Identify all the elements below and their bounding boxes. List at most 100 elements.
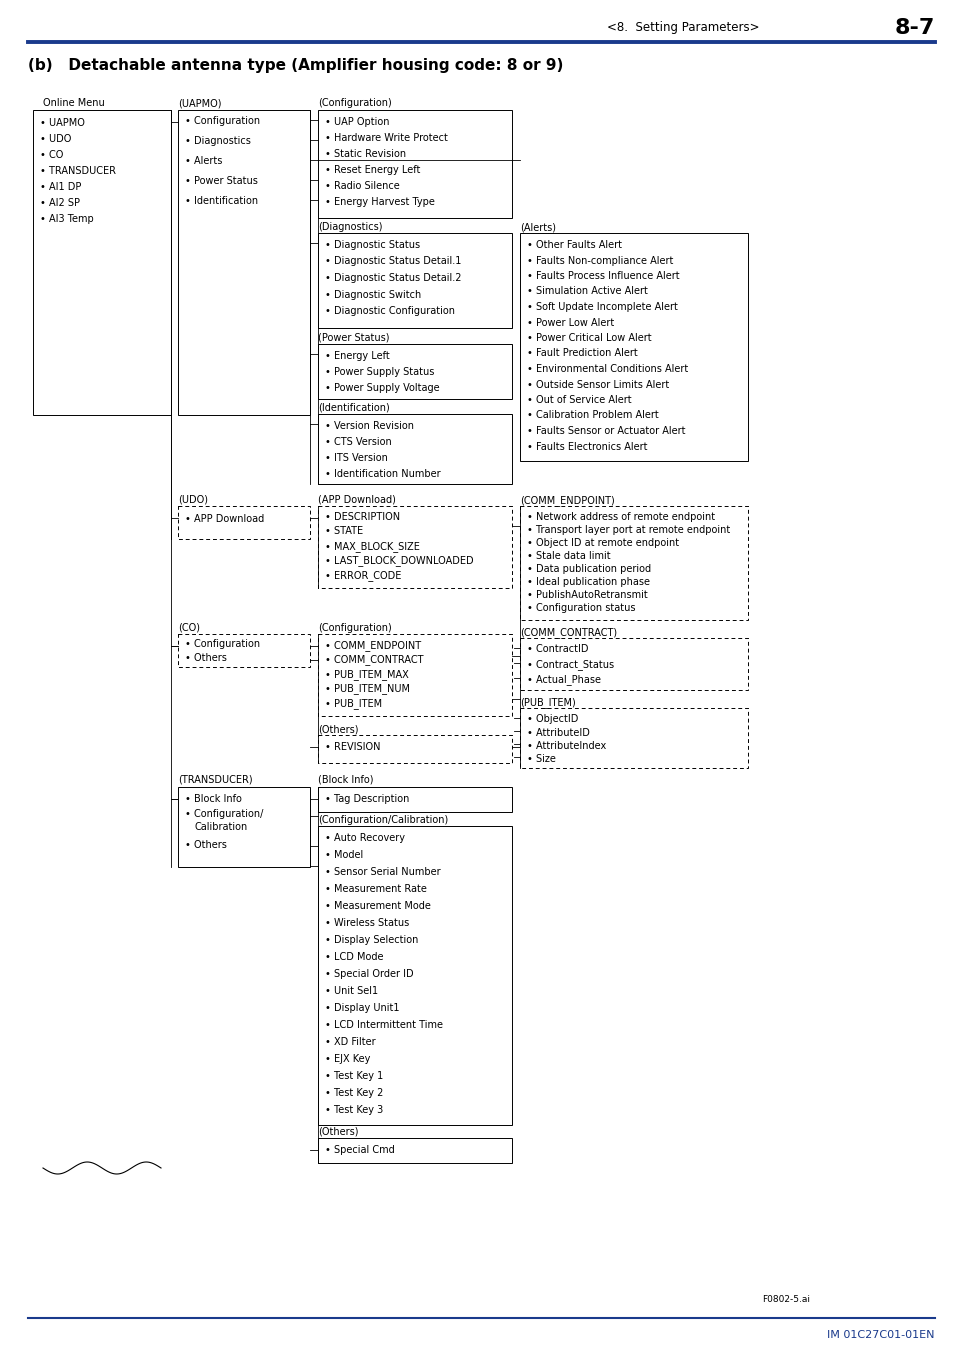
Text: • Environmental Conditions Alert: • Environmental Conditions Alert xyxy=(526,364,687,374)
Text: • Out of Service Alert: • Out of Service Alert xyxy=(526,396,631,405)
Bar xyxy=(317,734,512,763)
Text: (CO): (CO) xyxy=(178,622,200,633)
Text: • Others: • Others xyxy=(185,840,227,850)
Text: (Diagnostics): (Diagnostics) xyxy=(317,221,382,232)
Text: (Configuration/Calibration): (Configuration/Calibration) xyxy=(317,815,448,825)
Text: • Configuration/: • Configuration/ xyxy=(185,809,263,819)
Text: • REVISION: • REVISION xyxy=(325,743,380,752)
Bar xyxy=(178,506,310,539)
Text: (Others): (Others) xyxy=(317,724,358,734)
Text: • Outside Sensor Limits Alert: • Outside Sensor Limits Alert xyxy=(526,379,669,390)
Text: (TRANSDUCER): (TRANSDUCER) xyxy=(178,775,253,784)
Text: (Configuration): (Configuration) xyxy=(317,622,392,633)
Text: • Display Unit1: • Display Unit1 xyxy=(325,1003,399,1012)
Text: • Simulation Active Alert: • Simulation Active Alert xyxy=(526,286,647,297)
Text: • UAPMO: • UAPMO xyxy=(40,117,85,128)
Text: • Version Revision: • Version Revision xyxy=(325,421,414,431)
Bar xyxy=(33,109,171,414)
Text: • Fault Prediction Alert: • Fault Prediction Alert xyxy=(526,348,638,359)
Text: • Tag Description: • Tag Description xyxy=(325,794,409,805)
Text: (UAPMO): (UAPMO) xyxy=(178,99,221,108)
Text: • Unit Sel1: • Unit Sel1 xyxy=(325,986,377,996)
Text: • Radio Silence: • Radio Silence xyxy=(325,181,399,190)
Text: F0802-5.ai: F0802-5.ai xyxy=(761,1295,809,1304)
Text: • Hardware Write Protect: • Hardware Write Protect xyxy=(325,134,447,143)
Text: • LCD Intermittent Time: • LCD Intermittent Time xyxy=(325,1021,442,1030)
Text: (COMM_ENDPOINT): (COMM_ENDPOINT) xyxy=(519,495,614,506)
Text: • PUB_ITEM_MAX: • PUB_ITEM_MAX xyxy=(325,670,408,680)
Text: • Size: • Size xyxy=(526,755,556,764)
Text: (UDO): (UDO) xyxy=(178,495,208,505)
Text: • Display Selection: • Display Selection xyxy=(325,936,418,945)
Text: • AttributeID: • AttributeID xyxy=(526,728,589,737)
Text: Online Menu: Online Menu xyxy=(43,99,105,108)
Text: • STATE: • STATE xyxy=(325,526,363,536)
Text: • UAP Option: • UAP Option xyxy=(325,117,389,127)
Bar xyxy=(178,109,310,414)
Text: 8-7: 8-7 xyxy=(894,18,934,38)
Text: • ObjectID: • ObjectID xyxy=(526,714,578,724)
Text: • Power Supply Status: • Power Supply Status xyxy=(325,367,434,377)
Text: • Actual_Phase: • Actual_Phase xyxy=(526,674,600,684)
Text: • Block Info: • Block Info xyxy=(185,794,242,805)
Text: • Model: • Model xyxy=(325,850,363,860)
Text: • Configuration: • Configuration xyxy=(185,639,260,649)
Text: (Identification): (Identification) xyxy=(317,404,390,413)
Text: • LAST_BLOCK_DOWNLOADED: • LAST_BLOCK_DOWNLOADED xyxy=(325,555,473,567)
Text: • DESCRIPTION: • DESCRIPTION xyxy=(325,512,399,522)
Bar xyxy=(317,234,512,328)
Text: <8.  Setting Parameters>: <8. Setting Parameters> xyxy=(606,22,759,35)
Text: • CO: • CO xyxy=(40,150,63,161)
Text: • APP Download: • APP Download xyxy=(185,514,264,524)
Text: • Auto Recovery: • Auto Recovery xyxy=(325,833,405,842)
Text: • Power Low Alert: • Power Low Alert xyxy=(526,317,614,328)
Text: (PUB_ITEM): (PUB_ITEM) xyxy=(519,697,576,707)
Bar xyxy=(519,639,747,690)
Text: • Contract_Status: • Contract_Status xyxy=(526,659,614,670)
Text: • Configuration status: • Configuration status xyxy=(526,603,635,613)
Text: • Diagnostics: • Diagnostics xyxy=(185,136,251,146)
Bar xyxy=(317,344,512,400)
Text: • AI3 Temp: • AI3 Temp xyxy=(40,215,93,224)
Bar xyxy=(317,787,512,811)
Text: • Stale data limit: • Stale data limit xyxy=(526,551,610,562)
Text: (Configuration): (Configuration) xyxy=(317,99,392,108)
Text: • Object ID at remote endpoint: • Object ID at remote endpoint xyxy=(526,539,679,548)
Bar xyxy=(317,826,512,1125)
Text: • Soft Update Incomplete Alert: • Soft Update Incomplete Alert xyxy=(526,302,678,312)
Text: (Alerts): (Alerts) xyxy=(519,221,556,232)
Text: (APP Download): (APP Download) xyxy=(317,495,395,505)
Text: • PUB_ITEM: • PUB_ITEM xyxy=(325,698,382,709)
Text: IM 01C27C01-01EN: IM 01C27C01-01EN xyxy=(826,1330,934,1341)
Text: • Special Cmd: • Special Cmd xyxy=(325,1145,395,1156)
Text: • Alerts: • Alerts xyxy=(185,157,222,166)
Text: • AI2 SP: • AI2 SP xyxy=(40,198,80,208)
Bar xyxy=(317,1138,512,1162)
Text: • COMM_ENDPOINT: • COMM_ENDPOINT xyxy=(325,640,420,651)
Bar xyxy=(178,634,310,667)
Text: (b)   Detachable antenna type (Amplifier housing code: 8 or 9): (b) Detachable antenna type (Amplifier h… xyxy=(28,58,563,73)
Text: • EJX Key: • EJX Key xyxy=(325,1054,370,1064)
Text: (COMM_CONTRACT): (COMM_CONTRACT) xyxy=(519,626,617,639)
Text: • Faults Electronics Alert: • Faults Electronics Alert xyxy=(526,441,647,451)
Bar xyxy=(519,234,747,460)
Bar xyxy=(519,707,747,768)
Text: • Special Order ID: • Special Order ID xyxy=(325,969,414,979)
Text: (Block Info): (Block Info) xyxy=(317,775,374,784)
Text: Calibration: Calibration xyxy=(194,822,248,832)
Text: • Energy Left: • Energy Left xyxy=(325,351,390,360)
Text: • UDO: • UDO xyxy=(40,134,71,144)
Text: • Power Supply Voltage: • Power Supply Voltage xyxy=(325,383,439,393)
Text: • PUB_ITEM_NUM: • PUB_ITEM_NUM xyxy=(325,683,410,694)
Text: • Diagnostic Status: • Diagnostic Status xyxy=(325,240,419,250)
Text: • Other Faults Alert: • Other Faults Alert xyxy=(526,240,621,250)
Text: (Others): (Others) xyxy=(317,1127,358,1137)
Text: • Diagnostic Status Detail.1: • Diagnostic Status Detail.1 xyxy=(325,256,461,266)
Text: • Measurement Rate: • Measurement Rate xyxy=(325,884,426,894)
Text: • Wireless Status: • Wireless Status xyxy=(325,918,409,927)
Text: • ContractID: • ContractID xyxy=(526,644,588,653)
Bar xyxy=(317,634,512,716)
Text: • Calibration Problem Alert: • Calibration Problem Alert xyxy=(526,410,659,420)
Text: • Faults Sensor or Actuator Alert: • Faults Sensor or Actuator Alert xyxy=(526,427,685,436)
Text: • Faults Process Influence Alert: • Faults Process Influence Alert xyxy=(526,271,679,281)
